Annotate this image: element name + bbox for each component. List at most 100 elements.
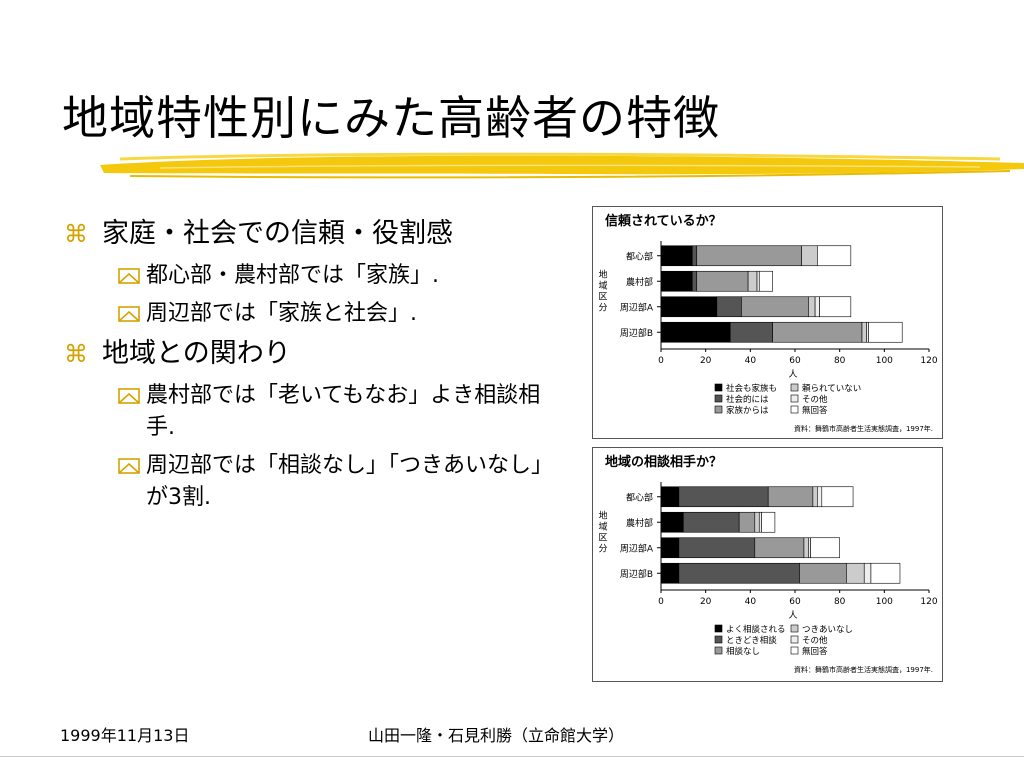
bar-segment [861,321,867,343]
legend-swatch [790,635,799,644]
envelope-box-icon [118,306,140,322]
bar-segment [729,321,773,343]
bar-segment [761,511,776,533]
legend-swatch [714,394,723,403]
x-tick-label: 20 [700,356,712,366]
legend-swatch [790,624,799,633]
legend-label: その他 [802,635,828,646]
bar-segment [660,511,684,533]
bar-segment [866,321,870,343]
bullet-2: ⌘ 地域との関わり [60,336,560,372]
x-tick-label: 80 [834,356,846,366]
legend-label: 社会も家族も [726,383,777,394]
legend-swatch [790,383,799,392]
y-tick-label: 周辺部A [620,542,654,554]
y-axis-label: 地域区分 [598,510,607,555]
y-tick-label: 都心部 [626,250,653,262]
bar-segment [678,562,800,584]
bar-segment [758,270,773,292]
bullet-list: ⌘ 家庭・社会での信頼・役割感 都心部・農村部では「家族」. 周辺部では「家族と… [60,216,560,520]
sub-bullet-1-1: 都心部・農村部では「家族」. [60,260,560,292]
bar-segment [756,270,760,292]
x-tick-label: 100 [876,597,893,607]
bar-segment [801,245,818,267]
x-tick-label: 40 [745,356,757,366]
legend-label: つきあいなし [802,625,853,635]
bar-segment [660,296,718,318]
x-tick-label: 40 [745,597,757,607]
trust-chart-panel: 信頼されているか？ 都心部 農村部 周辺部A 周辺部B 0 20 40 60 80 100 120 人 地… [592,206,943,439]
sub-bullet-1-1-text: 都心部・農村部では「家族」. [146,263,439,288]
legend-label: ときどき相談 [726,635,777,646]
bar-segment [696,270,749,292]
y-tick-label: 農村部 [626,517,653,529]
bar-segment [814,296,820,318]
x-axis-label: 人 [788,610,797,621]
bar-segment [812,486,818,508]
legend-label: 頼られていない [802,384,861,394]
chart-title: 地域の相談相手か？ [605,454,722,470]
x-tick-label: 20 [700,597,712,607]
bar-segment [767,486,814,508]
legend-label: 無回答 [802,646,828,657]
bar-segment [799,562,847,584]
x-tick-label: 60 [789,356,801,366]
legend-swatch [714,646,723,655]
legend-swatch [714,624,723,633]
y-tick-label: 周辺部A [620,301,654,313]
bar-segment [660,562,680,584]
sub-bullet-1-2-text: 周辺部では「家族と社会」. [146,301,417,326]
chart-source-note: 資料：舞鶴市高齢者生活実態調査，1997年. [794,665,933,674]
bar-segment [803,537,809,559]
bar-segment [683,511,740,533]
sub-bullet-2-2: 周辺部では「相談なし」「つきあいなし」が3割. [60,450,560,514]
bar-segment [868,321,903,343]
bar-segment [696,245,802,267]
legend-swatch [714,405,723,414]
envelope-box-icon [118,268,140,284]
bullet-1-text: 家庭・社会での信頼・役割感 [102,218,453,249]
x-axis-label: 人 [788,369,797,380]
legend-swatch [790,646,799,655]
legend-label: 相談なし [726,646,760,657]
bar-segment [716,296,742,318]
slide-title: 地域特性別にみた高齢者の特徴 [62,91,720,145]
envelope-box-icon [118,458,140,474]
legend-label: よく相談される [726,624,786,635]
bar-segment [817,486,823,508]
bar-segment [810,537,840,559]
bar-segment [660,486,680,508]
footer-date: 1999年11月13日 [60,726,190,745]
sub-bullet-1-2: 周辺部では「家族と社会」. [60,298,560,330]
bar-segment [846,562,865,584]
x-tick-label: 0 [658,597,664,607]
bar-segment [819,296,852,318]
bar-segment [808,537,811,559]
bullet-1: ⌘ 家庭・社会での信頼・役割感 [60,216,560,252]
bar-segment [754,511,760,533]
sub-bullet-2-2-text: 周辺部では「相談なし」「つきあいなし」が3割. [146,453,554,510]
y-tick-label: 周辺部B [620,327,653,339]
bar-segment [660,537,680,559]
command-icon: ⌘ [64,340,88,368]
y-tick-label: 都心部 [626,491,653,503]
bar-segment [741,296,809,318]
x-tick-label: 120 [920,356,937,366]
x-tick-label: 100 [876,356,893,366]
x-tick-label: 80 [834,597,846,607]
bar-segment [870,562,901,584]
bar-segment [754,537,805,559]
bar-segment [660,321,731,343]
legend-swatch [714,635,723,644]
bar-segment [678,537,756,559]
envelope-box-icon [118,388,140,404]
bar-segment [747,270,758,292]
bar-segment [863,562,872,584]
bar-segment [660,245,693,267]
legend-swatch [790,394,799,403]
bullet-2-text: 地域との関わり [102,338,291,369]
y-tick-label: 農村部 [626,276,653,288]
command-icon: ⌘ [64,220,88,248]
legend-label: 無回答 [802,405,828,416]
